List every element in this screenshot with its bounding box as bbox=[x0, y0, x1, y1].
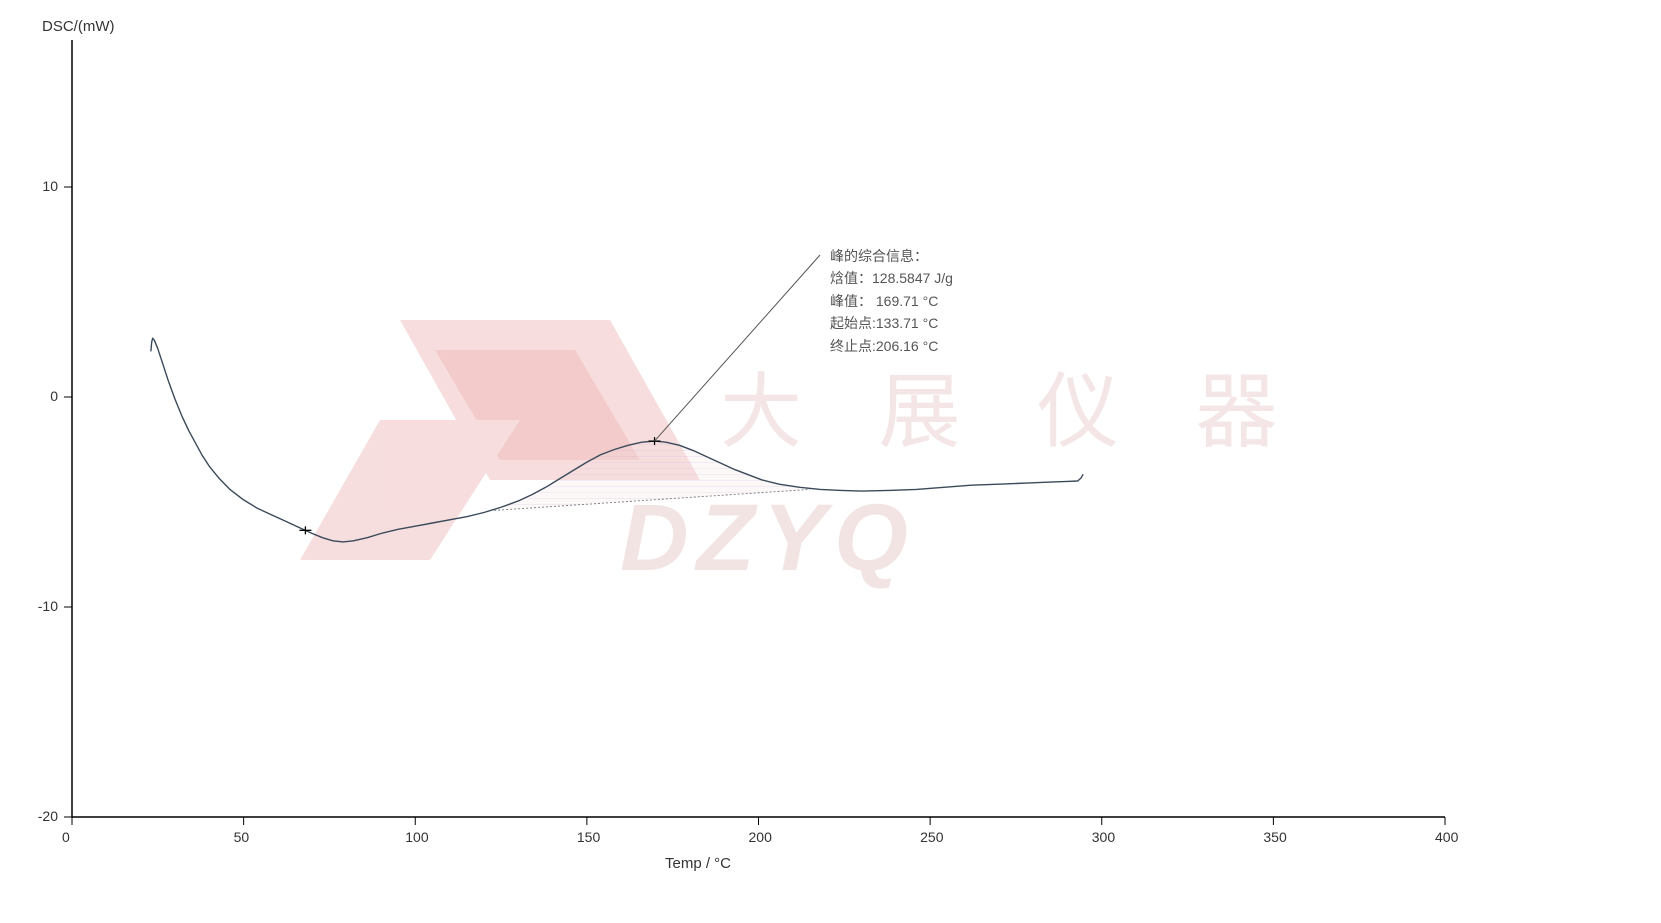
x-tick-label: 100 bbox=[405, 829, 428, 845]
peak-info-annotation: 峰的综合信息： 焓值：128.5847 J/g 峰值： 169.71 °C 起始… bbox=[830, 245, 953, 357]
y-axis-title: DSC/(mW) bbox=[42, 18, 114, 35]
x-tick-label: 0 bbox=[62, 829, 70, 845]
x-tick-label: 350 bbox=[1263, 829, 1286, 845]
x-axis-title: Temp / °C bbox=[665, 855, 731, 872]
x-tick-label: 300 bbox=[1092, 829, 1115, 845]
y-tick-label: -10 bbox=[38, 598, 58, 614]
x-tick-label: 50 bbox=[234, 829, 250, 845]
x-tick-label: 150 bbox=[577, 829, 600, 845]
dsc-curve bbox=[151, 338, 1083, 542]
dsc-chart: 大 展 仪 器 DZYQ DSC/(mW) Temp / °C 峰的综合信息： … bbox=[0, 0, 1661, 923]
annotation-onset: 起始点:133.71 °C bbox=[830, 312, 953, 334]
annotation-enthalpy: 焓值：128.5847 J/g bbox=[830, 267, 953, 289]
y-tick-label: 10 bbox=[42, 178, 58, 194]
y-tick-label: 0 bbox=[50, 388, 58, 404]
y-tick-label: -20 bbox=[38, 808, 58, 824]
peak-fill-area bbox=[501, 441, 800, 509]
annotation-title: 峰的综合信息： bbox=[830, 245, 953, 267]
x-tick-label: 200 bbox=[749, 829, 772, 845]
leader-line bbox=[655, 255, 820, 441]
annotation-endset: 终止点:206.16 °C bbox=[830, 335, 953, 357]
x-tick-label: 400 bbox=[1435, 829, 1458, 845]
axes bbox=[64, 40, 1445, 825]
chart-svg bbox=[0, 0, 1661, 923]
x-tick-label: 250 bbox=[920, 829, 943, 845]
annotation-peak: 峰值： 169.71 °C bbox=[830, 290, 953, 312]
